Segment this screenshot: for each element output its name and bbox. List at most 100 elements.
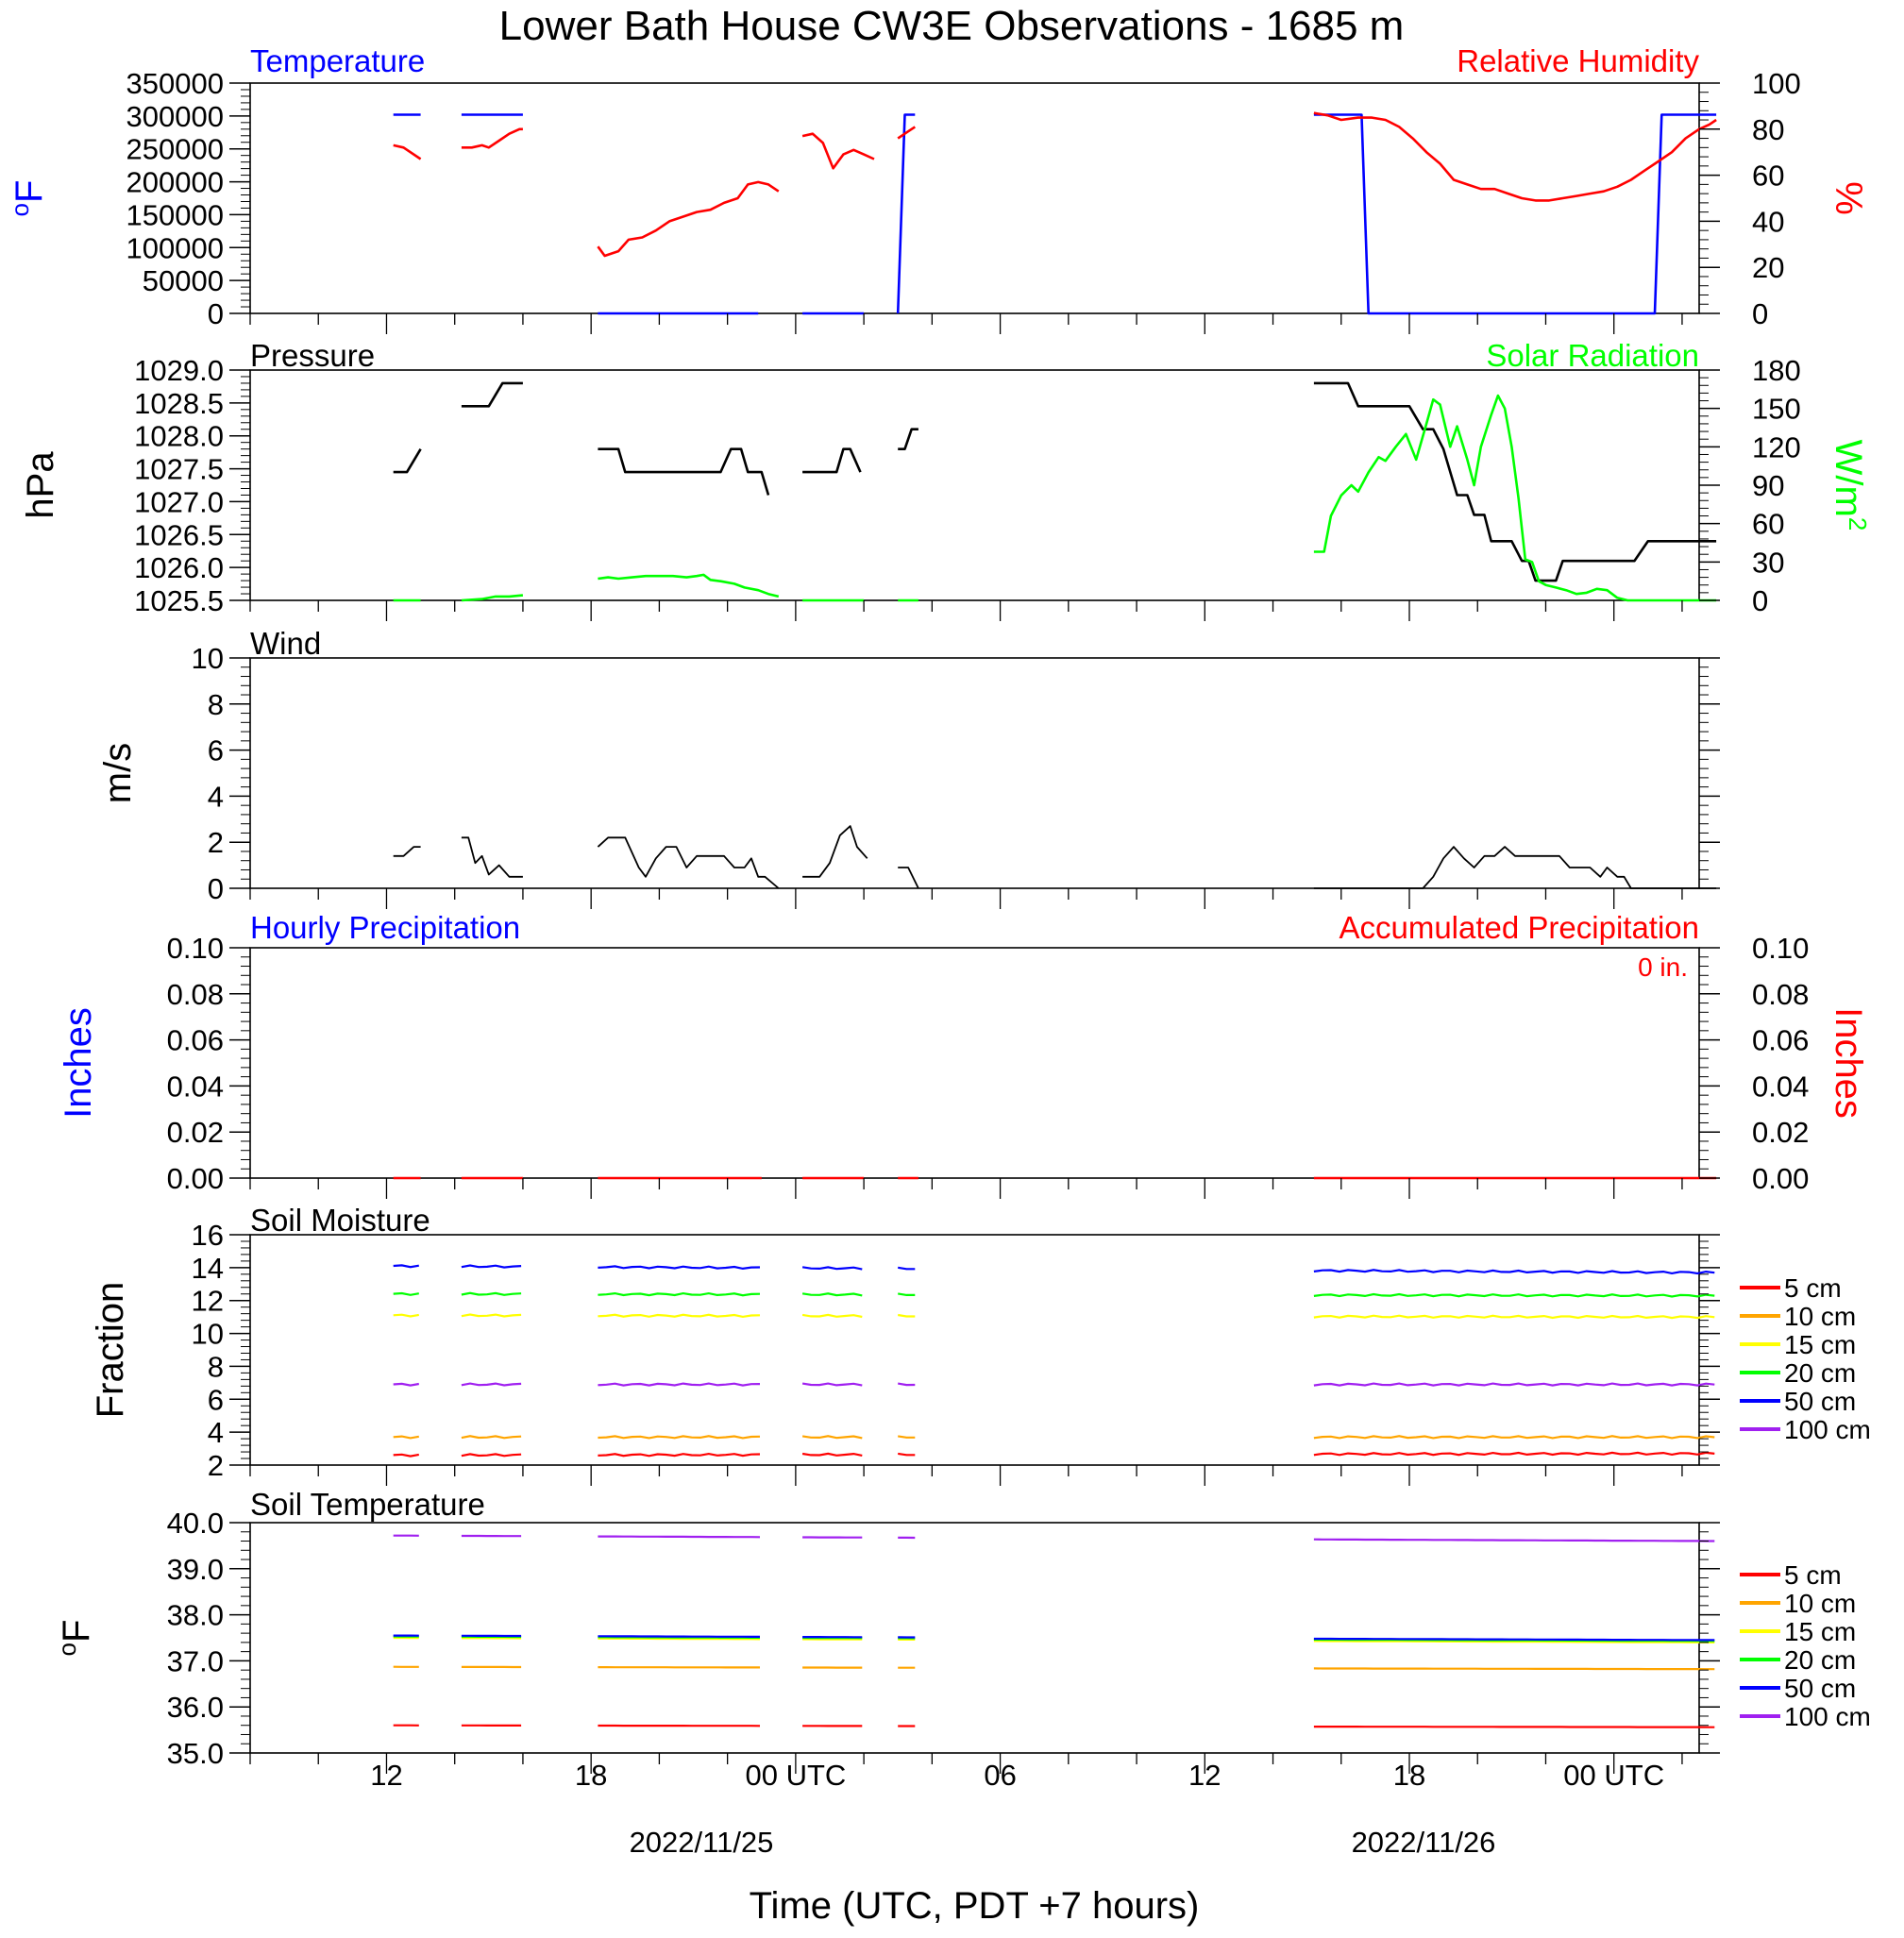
depth-d15-line [898,1313,916,1318]
depth-d10-line [1313,1667,1715,1671]
left-tick-label: 0.08 [167,978,224,1011]
left-tick-label: 14 [192,1252,224,1285]
depth-d50-line [598,1265,761,1271]
humidity-line [461,127,523,149]
temperature-line [896,113,916,314]
legend-label: 5 cm [1784,1560,1842,1590]
legend-label: 20 cm [1784,1358,1856,1388]
date-label-2: 2022/11/26 [1352,1826,1496,1859]
right-tick-label: 0.08 [1752,978,1809,1011]
x-tick-label: 18 [575,1759,607,1792]
depth-d50-line [598,1635,760,1639]
panel-pressure-solar: Pressure Solar Radiation hPa W/m2 [20,338,1872,602]
right-tick-label: 0 [1752,297,1768,330]
legend-label: 15 cm [1784,1617,1856,1646]
left-tick-label: 35.0 [167,1737,224,1770]
series-group-6 [393,1534,1715,1728]
series-group-5 [393,1264,1715,1458]
left-tick-label: 1027.5 [134,453,224,486]
wind-line [461,836,523,878]
humidity-label: Relative Humidity [1457,43,1699,78]
x-tick-label: 00 UTC [1563,1759,1664,1792]
left-tick-label: 2 [208,1449,224,1482]
wind-line [393,846,421,857]
wind-label: Wind [250,626,321,661]
left-tick-label: 36.0 [167,1691,224,1724]
left-tick-label: 10 [192,642,224,675]
right-tick-label: 0.04 [1752,1070,1809,1103]
legend-label: 10 cm [1784,1589,1856,1618]
humidity-axis-title: % [1828,181,1869,215]
left-tick-label: 40.0 [167,1507,224,1540]
depth-d50-line [801,1266,863,1271]
plot-area-6 [249,1522,1700,1754]
right-tick-label: 0 [1752,584,1768,617]
depth-d50-line [1313,1269,1715,1275]
plot-area-2 [249,369,1700,601]
panel-wind: Wind m/s [97,626,1717,889]
right-tick-label: 0.02 [1752,1116,1809,1149]
depth-d20-line [598,1291,761,1297]
right-tick-label: 60 [1752,508,1784,541]
right-tick-label: 30 [1752,546,1784,579]
accum-precip-axis-title: Inches [1828,1007,1869,1119]
pressure-line [898,428,918,451]
legend-label: 50 cm [1784,1674,1856,1703]
depth-d100-line [461,1382,522,1387]
depth-d10-line [393,1435,419,1440]
depth-d10-line [801,1435,863,1440]
depth-d15-line [801,1313,863,1319]
left-tick-label: 10 [192,1318,224,1351]
left-tick-label: 37.0 [167,1644,224,1677]
hourly-precip-label: Hourly Precipitation [250,910,520,945]
depth-d20-line [1313,1292,1715,1298]
soil-temperature-unit: F [56,1620,97,1643]
depth-d15-line [598,1637,761,1641]
wind-line [597,836,780,889]
chart-title: Lower Bath House CW3E Observations - 168… [499,3,1405,49]
depth-d5-line [898,1452,916,1457]
x-tick-label: 06 [984,1759,1016,1792]
x-tick-label: 12 [370,1759,402,1792]
depth-d10-line [898,1435,916,1439]
left-tick-label: 50000 [143,264,224,297]
left-tick-label: 0.06 [167,1024,224,1057]
left-tick-label: 39.0 [167,1553,224,1586]
humidity-line [801,132,875,170]
depth-d15-line [1313,1314,1715,1320]
plot-area-1 [249,82,1700,314]
legend-label: 20 cm [1784,1645,1856,1675]
panel-precipitation: Hourly Precipitation Accumulated Precipi… [58,910,1869,1180]
plot-area-4 [249,947,1700,1179]
left-tick-label: 1029.0 [134,354,224,387]
left-tick-label: 1025.5 [134,584,224,617]
depth-d20-line [898,1292,916,1297]
depth-d20-line [461,1291,522,1296]
left-tick-label: 0.02 [167,1116,224,1149]
solar-line [1313,394,1717,602]
soil-temperature-label: Soil Temperature [250,1487,485,1522]
right-tick-label: 0.06 [1752,1024,1809,1057]
wind-line [1313,846,1717,889]
wind-line [802,825,868,878]
humidity-line [897,126,917,140]
right-tick-label: 80 [1752,113,1784,146]
left-tick-label: 1028.5 [134,387,224,420]
left-tick-label: 2 [208,826,224,859]
x-tick-label: 00 UTC [745,1759,846,1792]
right-tick-label: 40 [1752,205,1784,238]
squared-mark: 2 [1844,517,1872,531]
right-tick-label: 20 [1752,251,1784,284]
depth-d100-line [1313,1382,1715,1387]
right-tick-label: 90 [1752,469,1784,502]
depth-d100-line [1313,1538,1715,1542]
left-tick-label: 0.00 [167,1162,224,1195]
depth-d100-line [393,1382,419,1387]
left-tick-label: 8 [208,688,224,721]
right-tick-label: 0.00 [1752,1162,1809,1195]
legend-label: 5 cm [1784,1273,1842,1303]
plot-area-3 [249,657,1700,889]
depth-d15-line [393,1313,419,1318]
left-tick-label: 8 [208,1350,224,1383]
